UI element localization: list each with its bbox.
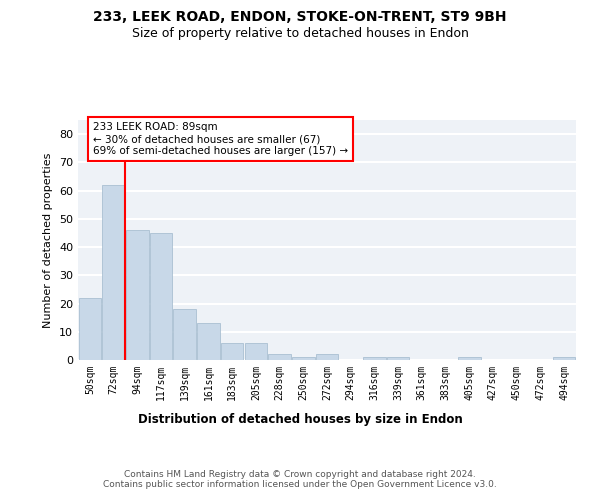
Bar xyxy=(363,357,386,360)
Bar xyxy=(458,357,481,360)
Bar xyxy=(316,354,338,360)
Bar xyxy=(126,230,149,360)
Text: Contains HM Land Registry data © Crown copyright and database right 2024.
Contai: Contains HM Land Registry data © Crown c… xyxy=(103,470,497,490)
Text: 233, LEEK ROAD, ENDON, STOKE-ON-TRENT, ST9 9BH: 233, LEEK ROAD, ENDON, STOKE-ON-TRENT, S… xyxy=(93,10,507,24)
Bar xyxy=(268,354,291,360)
Bar xyxy=(173,309,196,360)
Bar xyxy=(292,357,314,360)
Bar xyxy=(221,343,244,360)
Text: Distribution of detached houses by size in Endon: Distribution of detached houses by size … xyxy=(137,412,463,426)
Bar xyxy=(103,185,125,360)
Text: Size of property relative to detached houses in Endon: Size of property relative to detached ho… xyxy=(131,28,469,40)
Bar xyxy=(553,357,575,360)
Bar xyxy=(197,324,220,360)
Bar xyxy=(245,343,267,360)
Bar xyxy=(79,298,101,360)
Y-axis label: Number of detached properties: Number of detached properties xyxy=(43,152,53,328)
Bar xyxy=(387,357,409,360)
Bar xyxy=(150,233,172,360)
Text: 233 LEEK ROAD: 89sqm
← 30% of detached houses are smaller (67)
69% of semi-detac: 233 LEEK ROAD: 89sqm ← 30% of detached h… xyxy=(93,122,348,156)
